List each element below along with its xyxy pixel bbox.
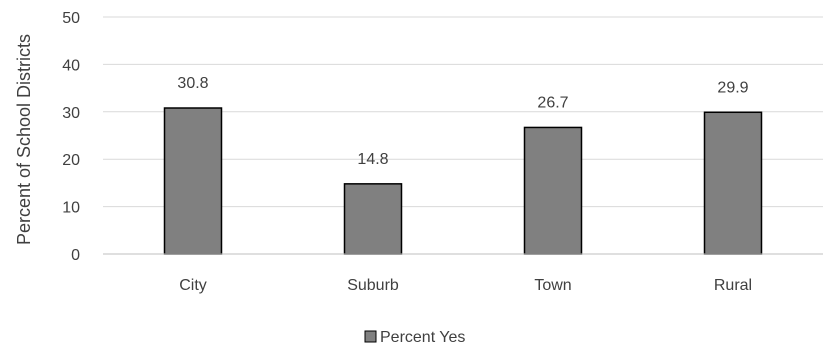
y-tick-label: 20 [62,152,80,169]
bars [163,107,763,255]
gridlines [103,16,823,208]
legend-label: Percent Yes [380,329,465,346]
data-label-suburb: 14.8 [357,151,388,168]
y-tick-label: 0 [71,247,80,264]
bar-town [523,126,583,255]
bar-city [163,107,223,255]
bar-rural [703,111,763,255]
x-axis-labels: City Suburb Town Rural [179,277,752,294]
y-axis-ticks: 0 10 20 30 40 50 [62,10,80,264]
x-tick-label-suburb: Suburb [347,277,399,294]
data-label-city: 30.8 [177,75,208,92]
legend-swatch [364,330,377,343]
legend: Percent Yes [364,329,465,346]
data-labels: 30.8 14.8 26.7 29.9 [177,75,748,168]
x-tick-label-city: City [179,277,207,294]
y-tick-label: 40 [62,57,80,74]
x-tick-label-rural: Rural [714,277,752,294]
y-tick-label: 50 [62,10,80,27]
y-tick-label: 10 [62,200,80,217]
bar-suburb [343,183,403,255]
y-axis-title: Percent of School Districts [14,34,34,245]
y-tick-label: 30 [62,105,80,122]
data-label-rural: 29.9 [717,79,748,96]
x-tick-label-town: Town [534,277,571,294]
data-label-town: 26.7 [537,94,568,111]
